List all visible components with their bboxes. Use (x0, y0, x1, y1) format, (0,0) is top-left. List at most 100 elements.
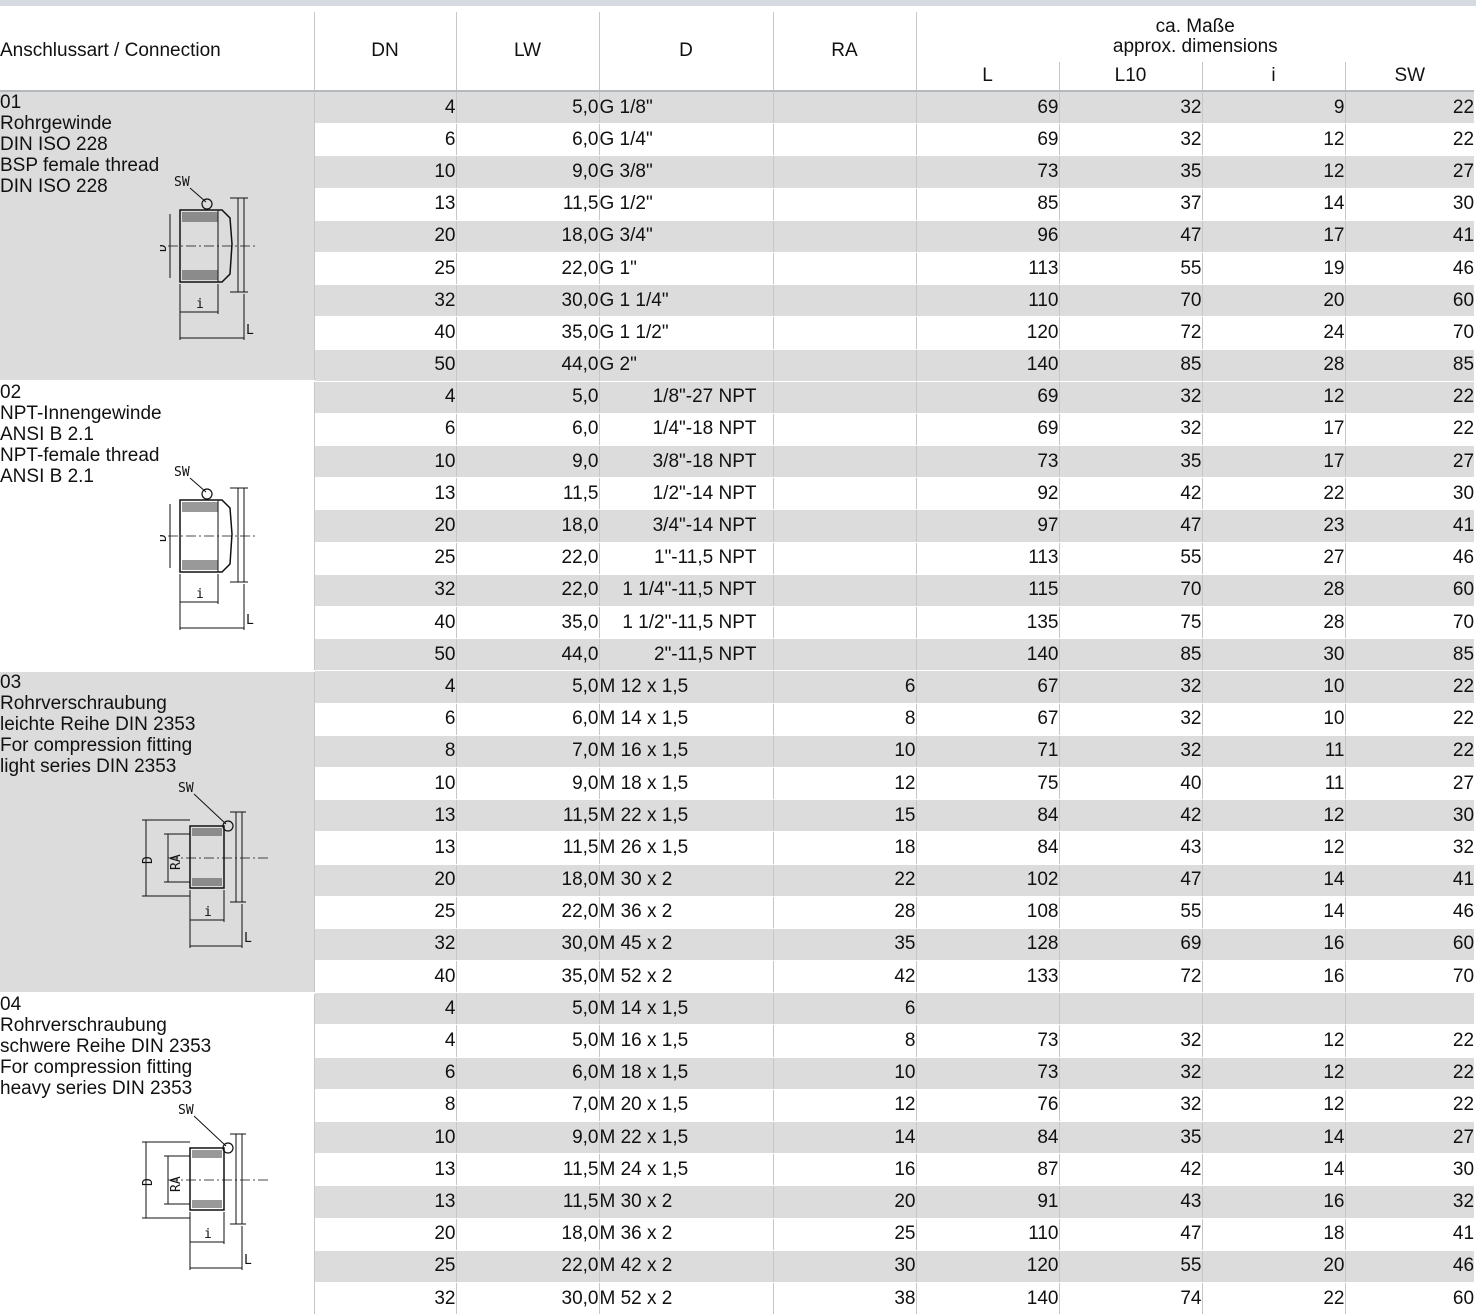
cell-sw: 41 (1345, 220, 1475, 253)
cell-d: 1/2"-14 NPT (599, 477, 774, 511)
cell-l10: 74 (1059, 1282, 1203, 1316)
cell-dn: 4 (314, 670, 457, 704)
cell-lw: 5,0 (456, 992, 600, 1026)
cell-l10: 32 (1059, 1089, 1203, 1123)
cell-sw: 41 (1345, 1218, 1475, 1251)
cell-ra (773, 606, 917, 640)
cell-d: G 3/8" (599, 155, 774, 189)
cell-sw: 41 (1345, 864, 1475, 897)
cell-dn: 40 (314, 316, 457, 350)
cell-l: 97 (916, 509, 1060, 543)
cell-l10: 32 (1059, 703, 1203, 736)
cell-lw: 30,0 (456, 928, 600, 962)
cell-l: 96 (916, 220, 1060, 253)
cell-d: M 30 x 2 (599, 864, 774, 897)
table-row: 4 5,0 M 16 x 1,5 8 73 32 12 22 (0, 1024, 1475, 1058)
table-row: 03 Rohrverschraubung leichte Reihe DIN 235… (0, 670, 1475, 994)
cell-d: M 42 x 2 (599, 1250, 774, 1283)
cell-sw: 85 (1345, 638, 1475, 672)
table-row: 40 35,0 1 1/2"-11,5 NPT 135 75 28 70 (0, 606, 1475, 640)
cell-i: 30 (1202, 638, 1346, 672)
cell-dn: 25 (314, 252, 457, 286)
cell-dn: 13 (314, 799, 457, 833)
cell-l10: 47 (1059, 1218, 1203, 1251)
table-row: 32 22,0 1 1/4"-11,5 NPT 115 70 28 60 (0, 574, 1475, 608)
cell-lw: 11,5 (456, 1153, 600, 1187)
cell-ra (773, 638, 917, 672)
table-row: 20 18,0 M 36 x 2 25 110 47 18 41 (0, 1218, 1475, 1251)
table-row: 6 6,0 G 1/4" 69 32 12 22 (0, 123, 1475, 157)
cell-lw: 35,0 (456, 316, 600, 350)
connection-description: 03 Rohrverschraubung leichte Reihe DIN 235… (0, 671, 313, 777)
cell-ra (773, 477, 917, 511)
cell-d: M 26 x 1,5 (599, 831, 774, 865)
table-row: 13 11,5 M 26 x 1,5 18 84 43 12 32 (0, 831, 1475, 865)
fitting-svg: SW D RA i L (141, 1103, 268, 1270)
connection-description-line: Rohrgewinde (0, 113, 112, 134)
cell-l: 69 (916, 123, 1060, 157)
cell-dn: 25 (314, 542, 457, 575)
cell-l: 75 (916, 767, 1060, 801)
cell-sw: 70 (1345, 316, 1475, 350)
drawing-label-sw: SW (174, 175, 190, 190)
connection-section-4: 04 Rohrverschraubung schwere Reihe DIN 235… (0, 992, 315, 1316)
cell-i: 10 (1202, 670, 1346, 704)
header-l: L (916, 62, 1060, 92)
thread-fitting-drawing: SW Di L (160, 174, 280, 354)
cell-l: 84 (916, 831, 1060, 865)
cell-i: 12 (1202, 1089, 1346, 1123)
cell-lw: 5,0 (456, 1024, 600, 1058)
connection-description-line: ANSI B 2.1 (0, 466, 94, 488)
cell-ra: 8 (773, 1024, 917, 1058)
cell-lw: 11,5 (456, 188, 600, 221)
cell-ra: 18 (773, 831, 917, 865)
cell-i: 12 (1202, 831, 1346, 865)
cell-i: 18 (1202, 1218, 1346, 1251)
cell-l: 85 (916, 188, 1060, 221)
cell-lw: 9,0 (456, 1121, 600, 1155)
connection-description-line: For compression fitting (0, 734, 193, 756)
cell-dn: 6 (314, 703, 457, 736)
cell-sw: 70 (1345, 606, 1475, 640)
cell-lw: 44,0 (456, 349, 600, 382)
cell-i: 22 (1202, 477, 1346, 511)
table-row: 40 35,0 M 52 x 2 42 133 72 16 70 (0, 960, 1475, 994)
cell-lw: 5,0 (456, 91, 600, 125)
connection-dimensions-table: Anschlussart / Connection DN LW D RA ca.… (0, 12, 1475, 1316)
table-row: 6 6,0 1/4"-18 NPT 69 32 17 22 (0, 413, 1475, 447)
connection-description-line: Rohrverschraubung (0, 692, 167, 714)
connection-code: 03 (0, 671, 22, 693)
cell-l10: 32 (1059, 381, 1203, 414)
table-row: 01 Rohrgewinde DIN ISO 228 BSP female threa… (0, 91, 1475, 383)
cell-ra: 38 (773, 1282, 917, 1316)
cell-d: M 36 x 2 (599, 896, 774, 929)
cell-dn: 50 (314, 349, 457, 382)
cell-l: 67 (916, 703, 1060, 736)
connection-description-line: leichte Reihe DIN 2353 (0, 713, 196, 735)
cell-ra: 20 (773, 1185, 917, 1219)
cell-lw: 22,0 (456, 542, 600, 575)
cell-i: 9 (1202, 91, 1346, 125)
cell-dn: 25 (314, 896, 457, 929)
cell-lw: 22,0 (456, 1250, 600, 1283)
cell-l10: 32 (1059, 91, 1203, 125)
cell-dn: 6 (314, 123, 457, 157)
cell-d: 2"-11,5 NPT (599, 638, 774, 672)
cell-l: 108 (916, 896, 1060, 929)
cell-sw: 22 (1345, 413, 1475, 447)
cell-ra (773, 542, 917, 575)
cell-d: M 52 x 2 (599, 1282, 774, 1316)
cell-sw: 30 (1345, 799, 1475, 833)
cell-l: 73 (916, 155, 1060, 189)
cell-d: G 1/4" (599, 123, 774, 157)
connection-code: 02 (0, 382, 22, 404)
compression-fitting-drawing: SW D RA i L (138, 1102, 278, 1282)
cell-dn: 32 (314, 574, 457, 608)
connection-description-line: light series DIN 2353 (0, 755, 177, 777)
cell-ra: 10 (773, 735, 917, 768)
cell-l: 128 (916, 928, 1060, 962)
cell-d: M 24 x 1,5 (599, 1153, 774, 1187)
table-row: 32 30,0 G 1 1/4" 110 70 20 60 (0, 284, 1475, 318)
connection-description: 02 NPT-Innengewinde ANSI B 2.1 NPT-female t… (0, 382, 313, 488)
